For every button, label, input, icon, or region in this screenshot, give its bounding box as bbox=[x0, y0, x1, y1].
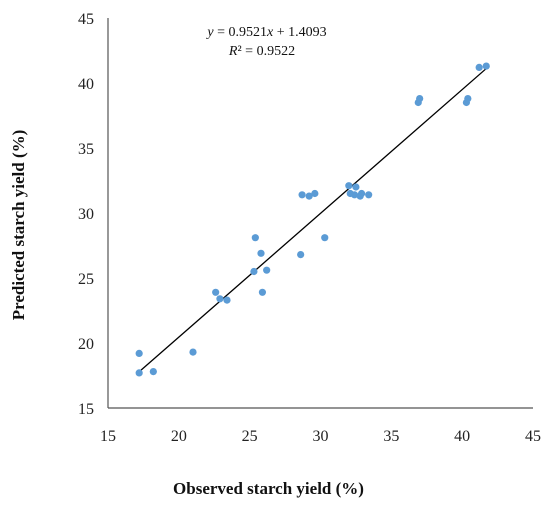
r-squared-label: R² = 0.9522 bbox=[228, 44, 295, 59]
x-tick-label: 15 bbox=[100, 428, 116, 445]
y-tick-label: 15 bbox=[78, 401, 94, 418]
data-point bbox=[416, 95, 424, 103]
data-point bbox=[305, 192, 313, 200]
x-tick-label: 30 bbox=[313, 428, 329, 445]
data-point bbox=[189, 348, 197, 356]
data-point bbox=[250, 267, 258, 276]
data-point bbox=[345, 182, 353, 190]
data-points bbox=[135, 62, 490, 377]
y-tick-labels: 15 20 25 30 35 40 45 bbox=[78, 11, 94, 418]
data-point bbox=[350, 191, 359, 199]
y-tick-label: 25 bbox=[78, 271, 94, 288]
data-point bbox=[251, 234, 259, 242]
data-point bbox=[464, 95, 472, 103]
data-point bbox=[475, 63, 483, 71]
y-axis-title: Predicted starch yield (%) bbox=[9, 130, 28, 321]
data-point bbox=[263, 266, 271, 274]
trendline-equation: y = 0.9521x + 1.4093 bbox=[205, 25, 326, 40]
data-point bbox=[297, 251, 305, 259]
data-point bbox=[352, 183, 360, 191]
data-point bbox=[357, 189, 366, 198]
x-tick-label: 35 bbox=[383, 428, 399, 445]
axes bbox=[107, 18, 533, 409]
y-tick-label: 45 bbox=[78, 11, 94, 28]
data-point bbox=[365, 191, 373, 199]
trendline bbox=[138, 66, 489, 373]
x-tick-label: 40 bbox=[454, 428, 470, 445]
data-point bbox=[482, 62, 490, 70]
data-point bbox=[223, 296, 231, 304]
x-tick-labels: 15 20 25 30 35 40 45 bbox=[100, 428, 541, 445]
x-axis-title: Observed starch yield (%) bbox=[173, 479, 364, 498]
y-tick-label: 20 bbox=[78, 336, 94, 353]
data-point bbox=[298, 191, 306, 199]
data-point bbox=[216, 295, 224, 303]
data-point bbox=[149, 368, 157, 376]
data-point bbox=[135, 349, 143, 357]
x-tick-label: 45 bbox=[525, 428, 541, 445]
data-point bbox=[311, 189, 319, 198]
x-tick-label: 25 bbox=[242, 428, 258, 445]
y-tick-label: 40 bbox=[78, 76, 94, 93]
data-point bbox=[257, 249, 265, 257]
data-point bbox=[321, 234, 329, 242]
data-point bbox=[258, 288, 267, 296]
data-point bbox=[212, 288, 220, 296]
y-tick-label: 30 bbox=[78, 206, 94, 223]
data-point bbox=[135, 369, 143, 377]
y-tick-label: 35 bbox=[78, 141, 94, 158]
x-tick-label: 20 bbox=[171, 428, 187, 445]
